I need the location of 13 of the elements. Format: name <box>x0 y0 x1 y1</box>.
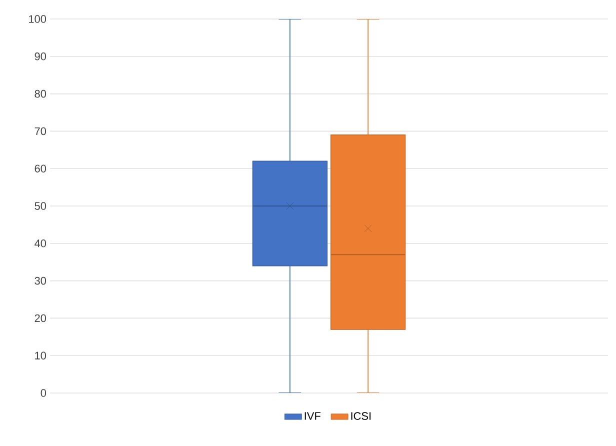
y-tick-label: 50 <box>34 202 46 210</box>
y-tick-label: 80 <box>34 90 46 98</box>
y-tick-label: 60 <box>34 164 46 172</box>
legend-label: IVF <box>304 412 320 420</box>
y-tick-label: 10 <box>35 352 46 360</box>
y-tick-label: 40 <box>34 240 46 248</box>
y-tick-label: 100 <box>29 15 46 23</box>
legend-label: ICSI <box>351 412 371 420</box>
y-tick-label: 90 <box>34 52 46 60</box>
y-tick-label: 0 <box>40 389 46 397</box>
y-tick-label: 70 <box>34 127 46 136</box>
y-tick-label: 30 <box>34 276 46 285</box>
y-tick-label: 20 <box>34 314 46 322</box>
